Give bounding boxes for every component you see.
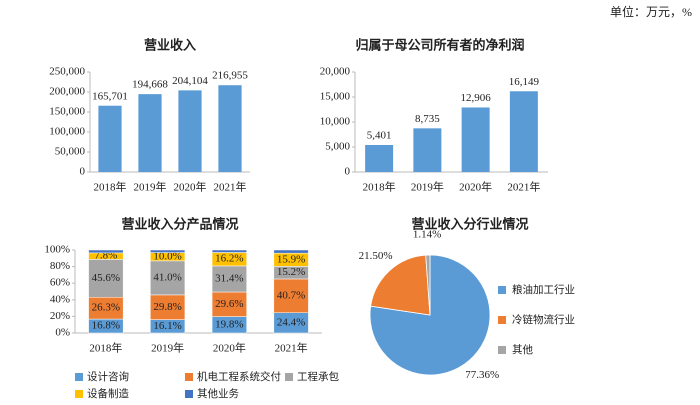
legend-label: 冷链物流行业: [512, 313, 575, 326]
data-label: 194,668: [132, 79, 168, 91]
x-tick-label: 2019年: [411, 180, 444, 194]
data-label: 40.7%: [277, 289, 305, 301]
legend-label: 工程承包: [297, 370, 339, 383]
y-tick-label: 250,000: [49, 66, 85, 78]
legend-label: 其他业务: [197, 387, 239, 400]
legend-swatch: [498, 346, 506, 354]
data-label: 15.2%: [277, 266, 305, 278]
y-tick-label: 0%: [55, 327, 70, 339]
legend-label: 其他: [512, 343, 533, 356]
y-tick-label: 100%: [44, 244, 70, 256]
legend-swatch: [185, 373, 193, 381]
legend-swatch: [185, 390, 193, 398]
bar: [413, 128, 442, 172]
y-tick-label: 100,000: [49, 126, 85, 138]
data-label: 204,104: [172, 75, 208, 87]
data-label: 19.8%: [215, 318, 243, 330]
x-tick-label: 2020年: [213, 341, 246, 355]
x-tick-label: 2020年: [174, 180, 207, 194]
y-tick-label: 0: [80, 166, 86, 178]
bar-segment: [88, 259, 124, 298]
bar: [461, 107, 490, 172]
legend-label: 粮油加工行业: [512, 283, 575, 296]
bar-segment: [150, 249, 186, 253]
bar-segment: [273, 278, 309, 313]
data-label: 21.50%: [359, 250, 393, 262]
data-label: 1.14%: [413, 229, 441, 241]
data-label: 41.0%: [153, 271, 181, 283]
pie-slice: [370, 254, 431, 316]
bar-segment: [211, 265, 247, 293]
y-tick-label: 50,000: [55, 146, 86, 158]
chart-title: 归属于母公司所有者的净利润: [355, 38, 524, 54]
legend-label: 设备制造: [87, 387, 129, 400]
data-label: 77.36%: [465, 369, 499, 381]
data-label: 29.8%: [153, 301, 181, 313]
data-label: 15.9%: [277, 253, 305, 265]
bar-segment: [211, 291, 247, 317]
legend-swatch: [498, 316, 506, 324]
data-label: 31.4%: [215, 272, 243, 284]
bar: [218, 85, 242, 172]
x-tick-label: 2019年: [151, 341, 184, 355]
x-tick-label: 2019年: [134, 180, 167, 194]
data-label: 24.4%: [277, 316, 305, 328]
data-label: 165,701: [92, 90, 128, 102]
y-tick-label: 0: [345, 166, 351, 178]
data-label: 26.3%: [92, 302, 120, 314]
bar: [98, 105, 122, 172]
x-tick-label: 2018年: [363, 180, 396, 194]
data-label: 29.6%: [215, 298, 243, 310]
chart-title: 营业收入: [144, 38, 196, 54]
bar: [509, 91, 538, 172]
legend-swatch: [75, 390, 83, 398]
data-label: 8,735: [415, 113, 440, 125]
x-tick-label: 2018年: [94, 180, 127, 194]
y-tick-label: 5,000: [325, 141, 350, 153]
x-tick-label: 2021年: [275, 341, 308, 355]
data-label: 10.0%: [153, 250, 181, 262]
data-label: 16,149: [509, 76, 540, 88]
y-tick-label: 60%: [50, 277, 70, 289]
pie-slice: [425, 254, 431, 316]
y-tick-label: 20,000: [320, 66, 351, 78]
bar-segment: [150, 294, 186, 320]
x-tick-label: 2020年: [459, 180, 492, 194]
y-tick-label: 15,000: [320, 91, 351, 103]
legend-label: 机电工程系统交付: [197, 370, 281, 383]
x-tick-label: 2021年: [214, 180, 247, 194]
bar-segment: [273, 249, 309, 254]
y-tick-label: 200,000: [49, 86, 85, 98]
data-label: 16.8%: [92, 320, 120, 332]
y-tick-label: 40%: [50, 293, 70, 305]
x-tick-label: 2021年: [507, 180, 540, 194]
data-label: 16.1%: [153, 320, 181, 332]
legend-swatch: [75, 373, 83, 381]
data-label: 16.2%: [215, 253, 243, 265]
chart-title: 营业收入分产品情况: [121, 217, 238, 233]
data-label: 45.6%: [92, 272, 120, 284]
bar: [138, 94, 162, 172]
y-tick-label: 10,000: [320, 116, 351, 128]
bar: [365, 144, 394, 172]
y-tick-label: 150,000: [49, 106, 85, 118]
data-label: 5,401: [367, 130, 392, 142]
legend-label: 设计咨询: [87, 370, 129, 383]
x-tick-label: 2018年: [89, 341, 122, 355]
data-label: 12,906: [461, 92, 492, 104]
legend-swatch: [285, 373, 293, 381]
bar-segment: [211, 249, 247, 253]
data-label: 216,955: [212, 70, 248, 82]
y-tick-label: 80%: [50, 260, 70, 272]
unit-note: 单位：万元，%: [610, 4, 692, 19]
y-tick-label: 20%: [50, 310, 70, 322]
chart-title: 营业收入分行业情况: [411, 217, 528, 233]
bar-segment: [88, 249, 124, 254]
bar: [178, 90, 202, 172]
bar-segment: [150, 260, 186, 296]
legend-swatch: [498, 286, 506, 294]
